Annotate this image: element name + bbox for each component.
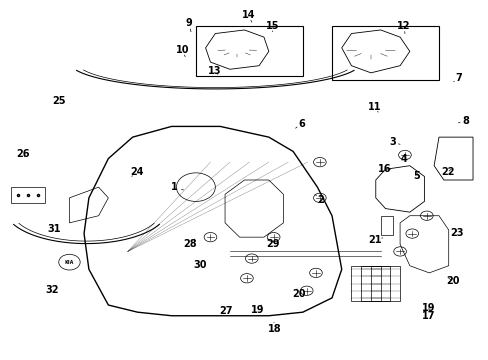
Text: 5: 5	[413, 171, 420, 181]
Bar	[380, 216, 392, 235]
Text: 9: 9	[185, 18, 192, 28]
Text: 15: 15	[265, 21, 279, 31]
Text: 22: 22	[440, 167, 453, 177]
Text: 7: 7	[454, 73, 461, 83]
Text: 21: 21	[367, 235, 381, 245]
Text: 14: 14	[241, 10, 255, 20]
Bar	[331, 26, 438, 80]
Text: 8: 8	[461, 116, 468, 126]
Text: 17: 17	[421, 311, 434, 321]
Text: 32: 32	[45, 285, 59, 295]
Text: 27: 27	[219, 306, 232, 316]
Text: 11: 11	[367, 102, 381, 112]
Text: 23: 23	[450, 228, 463, 238]
Text: 18: 18	[267, 324, 281, 334]
Text: 29: 29	[265, 239, 279, 249]
Text: 2: 2	[317, 195, 324, 204]
Text: 13: 13	[207, 66, 221, 76]
Text: 24: 24	[129, 167, 143, 177]
Text: 6: 6	[298, 118, 305, 129]
Text: 1: 1	[170, 182, 177, 192]
Bar	[196, 26, 302, 76]
Text: 28: 28	[183, 239, 197, 249]
Text: 19: 19	[251, 305, 264, 315]
Text: 31: 31	[47, 224, 61, 234]
Text: 16: 16	[377, 163, 390, 174]
Text: KIA: KIA	[64, 260, 74, 265]
Text: 19: 19	[421, 303, 434, 313]
Text: 10: 10	[175, 45, 189, 55]
Text: 26: 26	[17, 149, 30, 159]
Text: 25: 25	[52, 96, 65, 106]
Text: 12: 12	[396, 21, 410, 31]
Text: 20: 20	[292, 289, 305, 298]
Text: 20: 20	[445, 276, 458, 286]
Text: 4: 4	[400, 154, 407, 163]
Bar	[11, 187, 45, 203]
Text: 3: 3	[388, 138, 395, 148]
Text: 30: 30	[193, 260, 206, 270]
